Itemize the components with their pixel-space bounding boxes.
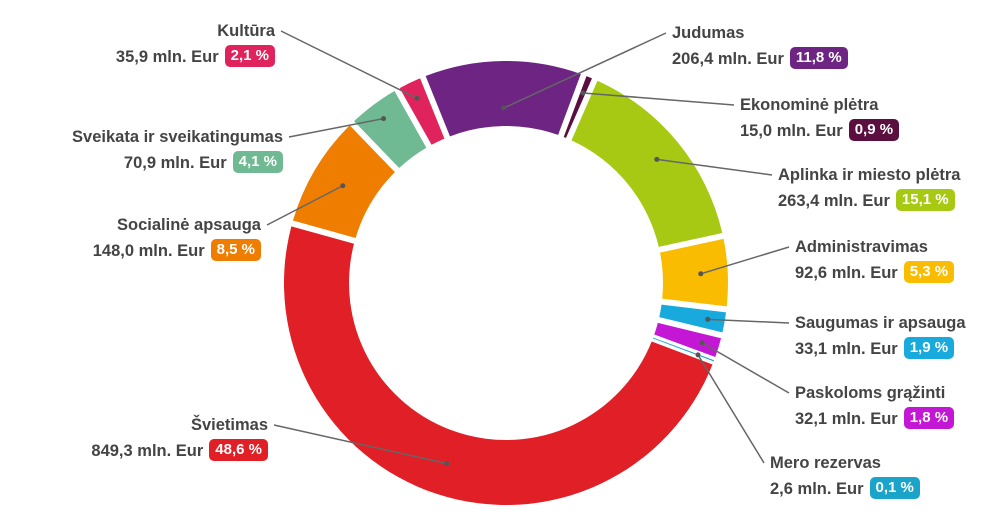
leader-line-ekonomine-pletra — [582, 92, 735, 106]
segment-name: Administravimas — [795, 238, 928, 256]
segment-value: 70,9 mln. Eur — [123, 154, 227, 172]
leader-line-socialine-apsauga — [266, 185, 344, 226]
leader-line-sveikata-ir-sveikatingumas — [288, 117, 384, 138]
leader-line-svietimas — [273, 424, 447, 465]
segment-value: 32,1 mln. Eur — [795, 410, 898, 428]
segment-value: 33,1 mln. Eur — [795, 340, 898, 358]
segment-value: 35,9 mln. Eur — [115, 48, 219, 66]
slice-administravimas — [660, 238, 728, 307]
segment-value: 849,3 mln. Eur — [91, 442, 204, 460]
segment-value: 263,4 mln. Eur — [778, 192, 890, 210]
label-kultura: Kultūra 35,9 mln. Eur 2,1 % — [116, 18, 275, 70]
leader-line-kultura — [280, 30, 418, 99]
leader-line-aplinka-ir-miesto-pletra — [656, 158, 773, 176]
label-aplinka-ir-miesto-pletra: Aplinka ir miesto plėtra 263,4 mln. Eur 15… — [778, 162, 960, 214]
label-mero-rezervas: Mero rezervas 2,6 mln. Eur 0,1 % — [770, 450, 920, 502]
slice-judumas — [425, 61, 581, 137]
percent-badge: 8,5 % — [210, 238, 261, 261]
segment-value: 2,6 mln. Eur — [770, 480, 864, 498]
leader-line-judumas — [503, 32, 667, 109]
slice-saugumas-ir-apsauga — [659, 304, 727, 333]
leader-line-paskoloms-grazinti — [701, 342, 790, 394]
label-svietimas: Švietimas 849,3 mln. Eur 48,6 % — [91, 412, 268, 464]
segment-name: Kultūra — [217, 22, 275, 40]
leader-dot-saugumas-ir-apsauga — [705, 316, 711, 322]
percent-badge: 1,9 % — [903, 336, 955, 359]
percent-badge: 0,9 % — [848, 118, 900, 141]
leader-dot-sveikata-ir-sveikatingumas — [381, 116, 387, 122]
percent-badge: 15,1 % — [895, 188, 955, 211]
slice-svietimas — [284, 226, 713, 506]
leader-dot-svietimas — [444, 461, 450, 467]
segment-name: Socialinė apsauga — [117, 216, 261, 234]
leader-dot-mero-rezervas — [695, 352, 701, 358]
segment-name: Švietimas — [190, 416, 268, 434]
segment-name: Aplinka ir miesto plėtra — [778, 166, 961, 184]
segment-name: Saugumas ir apsauga — [795, 314, 966, 332]
label-socialine-apsauga: Socialinė apsauga 148,0 mln. Eur 8,5 % — [93, 212, 261, 264]
slice-socialine-apsauga — [292, 125, 395, 238]
leader-line-mero-rezervas — [697, 354, 765, 464]
slice-paskoloms-grazinti — [654, 322, 722, 357]
segment-value: 206,4 mln. Eur — [672, 50, 784, 68]
label-ekonomine-pletra: Ekonominė plėtra 15,0 mln. Eur 0,9 % — [740, 92, 900, 144]
leader-dot-ekonomine-pletra — [580, 90, 586, 96]
segment-value: 148,0 mln. Eur — [92, 242, 205, 260]
segment-name: Ekonominė plėtra — [740, 96, 879, 114]
slice-aplinka-ir-miesto-pletra — [571, 80, 723, 247]
label-administravimas: Administravimas 92,6 mln. Eur 5,3 % — [795, 234, 955, 286]
leader-line-administravimas — [700, 246, 790, 275]
label-saugumas-ir-apsauga: Saugumas ir apsauga 33,1 mln. Eur 1,9 % — [795, 310, 966, 362]
segment-name: Mero rezervas — [770, 454, 881, 472]
percent-badge: 0,1 % — [869, 476, 920, 499]
segment-name: Paskoloms grąžinti — [795, 384, 946, 402]
percent-badge: 4,1 % — [232, 150, 283, 173]
leader-dot-kultura — [414, 95, 420, 101]
percent-badge: 5,3 % — [903, 260, 955, 283]
label-sveikata-ir-sveikatingumas: Sveikata ir sveikatingumas 70,9 mln. Eur 4… — [72, 124, 283, 176]
leader-dot-socialine-apsauga — [340, 183, 346, 189]
leader-dot-aplinka-ir-miesto-pletra — [654, 156, 660, 162]
percent-badge: 1,8 % — [903, 406, 955, 429]
leader-dot-judumas — [501, 105, 507, 111]
label-paskoloms-grazinti: Paskoloms grąžinti 32,1 mln. Eur 1,8 % — [795, 380, 955, 432]
leader-dot-administravimas — [698, 271, 704, 277]
leader-line-saugumas-ir-apsauga — [707, 318, 790, 324]
segment-value: 15,0 mln. Eur — [740, 122, 843, 140]
label-judumas: Judumas 206,4 mln. Eur 11,8 % — [672, 20, 848, 72]
segment-value: 92,6 mln. Eur — [795, 264, 898, 282]
segment-name: Sveikata ir sveikatingumas — [72, 128, 283, 146]
percent-badge: 2,1 % — [224, 44, 275, 67]
segment-name: Judumas — [672, 24, 745, 42]
leader-dot-paskoloms-grazinti — [699, 340, 705, 346]
percent-badge: 11,8 % — [789, 46, 848, 69]
slice-sveikata-ir-sveikatingumas — [354, 91, 427, 168]
percent-badge: 48,6 % — [209, 438, 268, 461]
